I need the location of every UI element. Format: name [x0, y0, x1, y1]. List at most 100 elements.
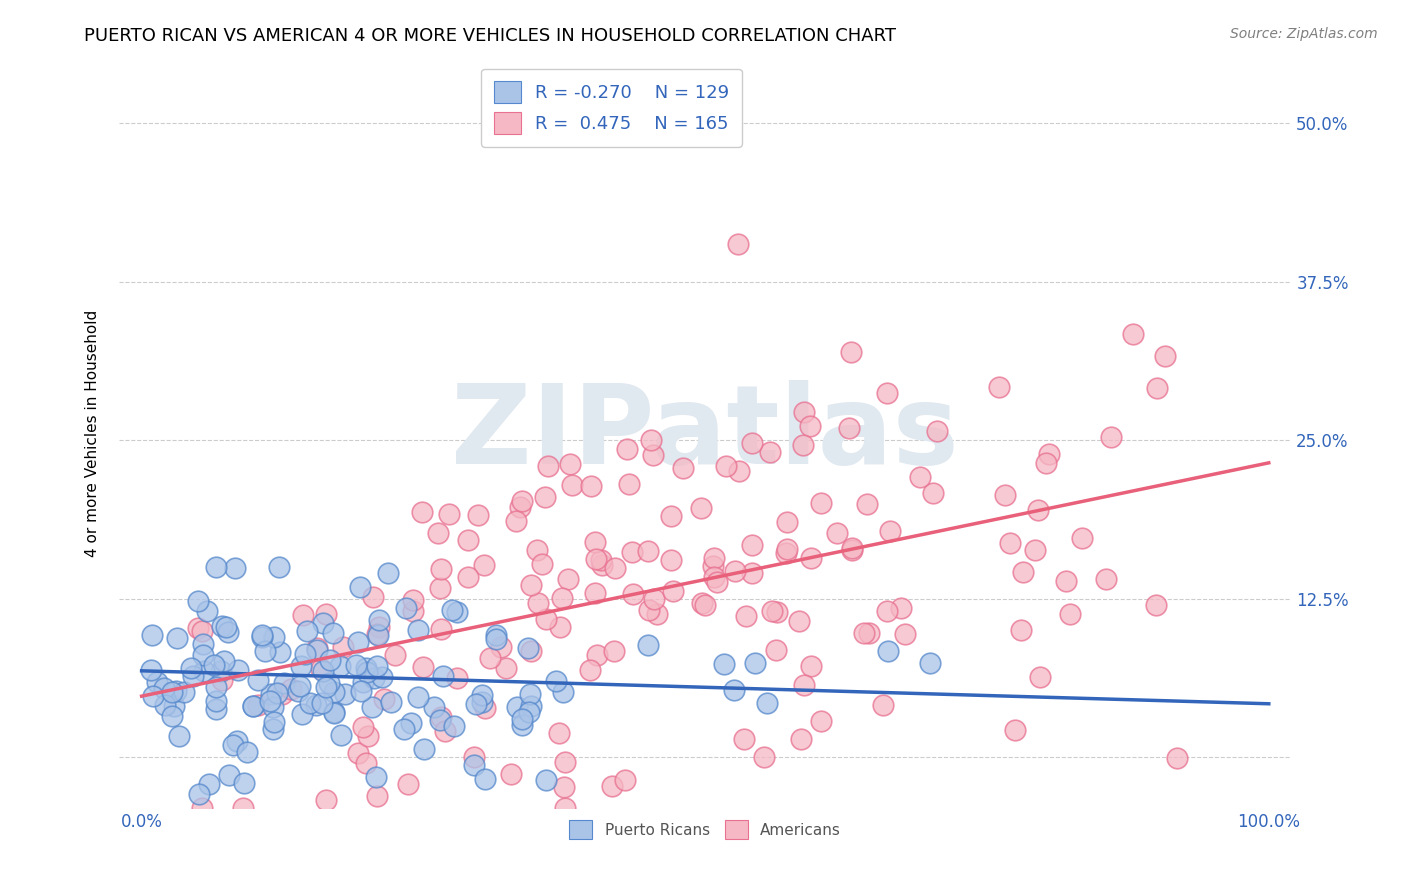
Point	[876, 386, 898, 401]
Point	[506, 699, 529, 714]
Point	[260, 687, 283, 701]
Point	[690, 596, 713, 610]
Point	[311, 696, 333, 710]
Point	[307, 643, 329, 657]
Point	[531, 557, 554, 571]
Point	[1099, 430, 1122, 444]
Point	[554, 801, 576, 815]
Point	[534, 612, 557, 626]
Point	[894, 626, 917, 640]
Point	[1153, 349, 1175, 363]
Point	[290, 679, 312, 693]
Point	[645, 607, 668, 621]
Point	[520, 644, 543, 658]
Point	[659, 508, 682, 523]
Point	[465, 697, 488, 711]
Point	[561, 478, 583, 492]
Point	[554, 755, 576, 769]
Point	[211, 673, 233, 687]
Point	[702, 559, 724, 574]
Point	[247, 673, 270, 687]
Point	[614, 772, 637, 787]
Point	[356, 665, 378, 679]
Point	[242, 699, 264, 714]
Point	[505, 514, 527, 528]
Point	[602, 644, 624, 658]
Point	[205, 694, 228, 708]
Point	[579, 663, 602, 677]
Point	[546, 674, 568, 689]
Point	[263, 630, 285, 644]
Point	[212, 654, 235, 668]
Point	[605, 561, 627, 575]
Point	[215, 619, 238, 633]
Point	[395, 601, 418, 615]
Point	[1122, 327, 1144, 342]
Point	[1095, 572, 1118, 586]
Point	[446, 606, 468, 620]
Point	[810, 496, 832, 510]
Point	[790, 732, 813, 747]
Point	[411, 505, 433, 519]
Point	[392, 722, 415, 736]
Point	[723, 683, 745, 698]
Point	[793, 678, 815, 692]
Point	[585, 551, 607, 566]
Point	[659, 553, 682, 567]
Point	[474, 701, 496, 715]
Point	[352, 720, 374, 734]
Point	[776, 542, 799, 557]
Point	[250, 630, 273, 644]
Point	[423, 699, 446, 714]
Point	[366, 627, 388, 641]
Point	[162, 685, 184, 699]
Point	[193, 665, 215, 679]
Point	[810, 714, 832, 728]
Text: Source: ZipAtlas.com: Source: ZipAtlas.com	[1230, 27, 1378, 41]
Point	[330, 728, 353, 742]
Point	[361, 591, 384, 605]
Point	[217, 624, 239, 639]
Legend: Puerto Ricans, Americans: Puerto Ricans, Americans	[564, 814, 846, 845]
Point	[446, 671, 468, 685]
Point	[191, 648, 214, 663]
Point	[536, 772, 558, 787]
Point	[1038, 447, 1060, 461]
Point	[269, 645, 291, 659]
Point	[329, 659, 352, 673]
Point	[693, 598, 716, 612]
Point	[373, 691, 395, 706]
Point	[401, 593, 423, 607]
Point	[1029, 670, 1052, 684]
Point	[142, 689, 165, 703]
Point	[366, 658, 388, 673]
Point	[689, 501, 711, 516]
Point	[160, 709, 183, 723]
Text: PUERTO RICAN VS AMERICAN 4 OR MORE VEHICLES IN HOUSEHOLD CORRELATION CHART: PUERTO RICAN VS AMERICAN 4 OR MORE VEHIC…	[84, 27, 897, 45]
Y-axis label: 4 or more Vehicles in Household: 4 or more Vehicles in Household	[86, 310, 100, 558]
Point	[640, 433, 662, 447]
Point	[1059, 607, 1081, 621]
Point	[519, 705, 541, 719]
Point	[1166, 751, 1188, 765]
Point	[413, 742, 436, 756]
Point	[620, 544, 643, 558]
Point	[188, 787, 211, 801]
Point	[586, 648, 609, 663]
Point	[430, 622, 453, 636]
Point	[526, 596, 548, 610]
Point	[429, 581, 451, 595]
Point	[350, 683, 373, 698]
Point	[457, 533, 479, 548]
Point	[191, 801, 214, 815]
Point	[1146, 381, 1168, 395]
Point	[377, 566, 399, 580]
Point	[616, 442, 638, 456]
Point	[259, 694, 281, 708]
Point	[169, 729, 191, 743]
Point	[1144, 599, 1167, 613]
Point	[908, 470, 931, 484]
Point	[352, 674, 374, 689]
Point	[714, 459, 737, 474]
Point	[406, 623, 429, 637]
